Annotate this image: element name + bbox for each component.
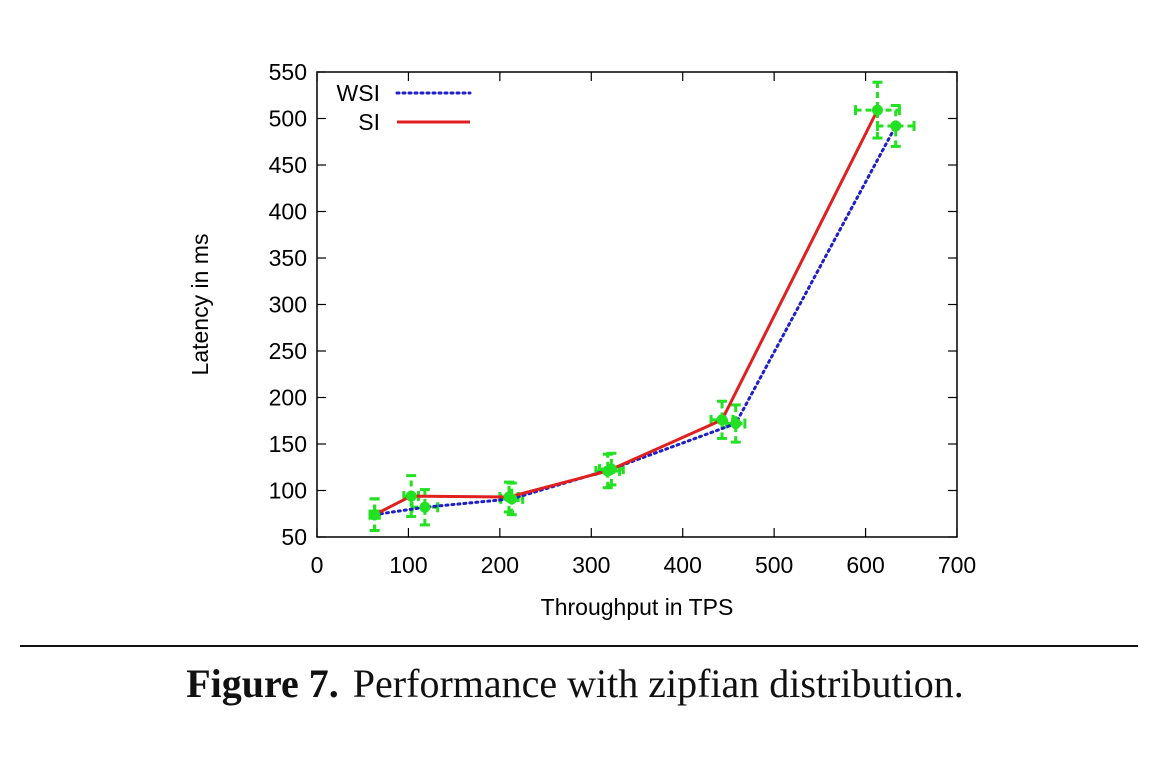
chart: 0 100 200 300 400 500 600 700 50 100 150 200 250 300… [187, 59, 976, 620]
y-tick-label: 150 [269, 431, 307, 457]
y-tick-label: 50 [281, 524, 307, 550]
caption-rule [20, 645, 1138, 647]
data-point-si [871, 104, 883, 116]
series-lines [373, 109, 898, 517]
data-point-wsi [419, 501, 431, 513]
figure-caption: Figure 7. Performance with zipfian distri… [0, 660, 1150, 707]
figure-caption-text: Performance with zipfian distribution. [352, 661, 964, 706]
series-line-si [373, 109, 879, 517]
y-tick-label: 550 [269, 59, 307, 85]
x-tick-label: 300 [572, 552, 610, 578]
legend: WSI SI [337, 80, 472, 135]
y-tick-label: 300 [269, 292, 307, 318]
y-axis-label: Latency in ms [187, 234, 213, 376]
x-tick-label: 0 [311, 552, 324, 578]
data-markers [369, 104, 902, 521]
y-tick-label: 500 [269, 106, 307, 132]
y-tick-label: 200 [269, 385, 307, 411]
error-bars [368, 80, 916, 532]
data-point-wsi [890, 120, 902, 132]
y-tick-label: 400 [269, 199, 307, 225]
data-point-wsi [730, 418, 742, 430]
x-axis-ticks: 0 100 200 300 400 500 600 700 [311, 72, 976, 578]
x-tick-label: 500 [755, 552, 793, 578]
y-tick-label: 350 [269, 245, 307, 271]
y-axis-ticks: 50 100 150 200 250 300 350 400 450 500 550 [269, 59, 957, 550]
x-tick-label: 100 [389, 552, 427, 578]
figure-number: Figure 7. [186, 661, 339, 706]
y-tick-label: 450 [269, 152, 307, 178]
data-point-si [405, 490, 417, 502]
series-line-wsi [373, 124, 898, 517]
data-point-si [369, 509, 381, 521]
y-tick-label: 250 [269, 338, 307, 364]
x-tick-label: 400 [664, 552, 702, 578]
x-tick-label: 200 [481, 552, 519, 578]
x-tick-label: 600 [846, 552, 884, 578]
data-point-si [716, 414, 728, 426]
x-tick-label: 700 [938, 552, 976, 578]
legend-label-wsi: WSI [337, 80, 380, 106]
x-axis-label: Throughput in TPS [541, 594, 734, 620]
y-tick-label: 100 [269, 478, 307, 504]
data-point-si [503, 491, 515, 503]
legend-label-si: SI [358, 109, 380, 135]
data-point-si [602, 465, 614, 477]
